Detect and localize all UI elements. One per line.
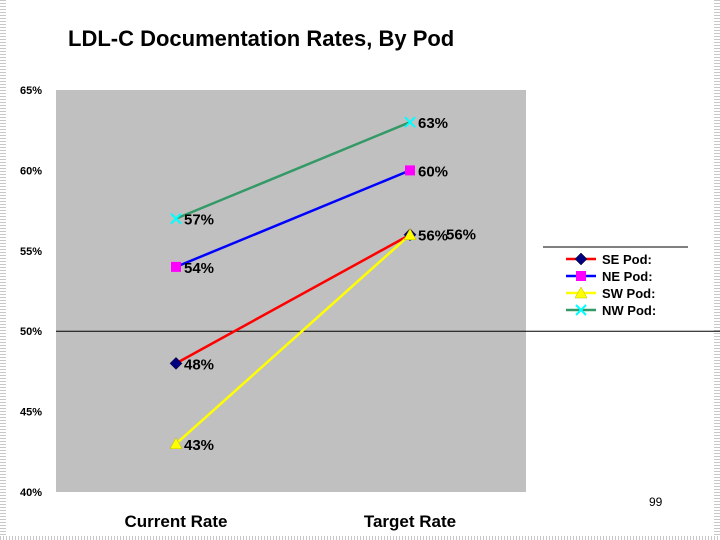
page-number: 99 (649, 495, 663, 509)
y-tick-label: 55% (20, 246, 42, 258)
legend-marker (574, 252, 588, 266)
data-label: 63% (418, 115, 448, 132)
data-point (169, 357, 183, 370)
legend: SE Pod: NE Pod: SW Pod: NW Pod: (543, 246, 688, 318)
slide-border-right (714, 0, 720, 540)
slide-border-left (0, 0, 6, 540)
chart-title: LDL-C Documentation Rates, By Pod (68, 26, 454, 51)
marker-x-stroke (404, 116, 416, 128)
x-axis: Current Rate Target Rate (125, 512, 457, 531)
legend-marker (574, 286, 588, 299)
data-point (169, 437, 183, 450)
x-tick-label: Target Rate (364, 512, 456, 531)
legend-label: SE Pod: (602, 252, 652, 267)
marker-x-stroke (170, 212, 182, 225)
y-tick-label: 50% (20, 326, 42, 338)
y-tick-label: 45% (20, 407, 42, 419)
series-line (175, 233, 411, 365)
data-label: 54% (184, 260, 214, 277)
series-nepod: 54% 60% (171, 163, 448, 277)
series-swpod: 43% 56% (169, 227, 476, 454)
data-point (404, 116, 416, 128)
y-tick-label: 40% (20, 487, 42, 499)
legend-marker (576, 271, 586, 281)
data-label: 57% (184, 212, 214, 229)
data-label: 56% (446, 227, 476, 244)
legend-item-nepod: NE Pod: (566, 269, 653, 284)
legend-item-nwpod: NW Pod: (566, 303, 656, 318)
data-label: 48% (184, 356, 214, 373)
data-point (171, 261, 181, 272)
legend-label: NE Pod: (602, 269, 653, 284)
series-line (175, 121, 411, 220)
legend-item-swpod: SW Pod: (566, 286, 655, 301)
x-tick-label: Current Rate (125, 512, 228, 531)
legend-marker (575, 304, 587, 316)
legend-label: NW Pod: (602, 303, 656, 318)
series-group: 48% 56% 54% 60% 43% 56% 57% 63% (169, 115, 476, 454)
slide-border-bottom (0, 536, 720, 540)
legend-item-sepod: SE Pod: (566, 252, 652, 267)
legend-label: SW Pod: (602, 286, 655, 301)
data-point (403, 228, 417, 240)
series-line (175, 169, 411, 269)
y-tick-label: 60% (20, 165, 42, 177)
data-point (405, 165, 415, 176)
y-tick-label: 65% (20, 85, 42, 97)
data-label: 43% (184, 437, 214, 454)
y-axis: 40% 45% 50% 55% 60% 65% (20, 85, 42, 499)
data-label: 56% (418, 228, 448, 245)
data-label: 60% (418, 163, 448, 180)
marker-x-stroke (575, 304, 587, 316)
series-sepod: 48% 56% (169, 228, 448, 373)
series-line (175, 233, 411, 445)
plot-area (56, 90, 526, 492)
series-nwpod: 57% 63% (170, 115, 448, 229)
data-point (170, 212, 182, 225)
